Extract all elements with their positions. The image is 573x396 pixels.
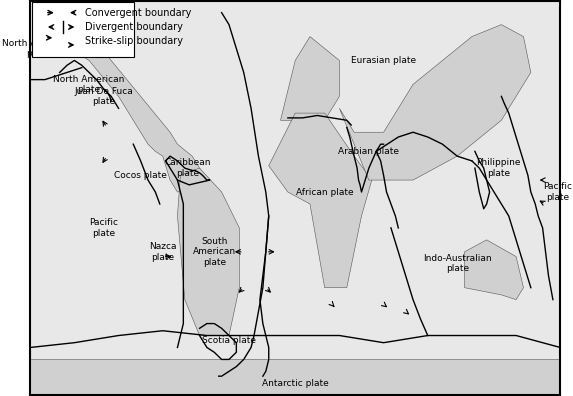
Text: Indo-Australian
plate: Indo-Australian plate [423, 254, 492, 274]
Text: Divergent boundary: Divergent boundary [85, 22, 183, 32]
Polygon shape [48, 32, 214, 192]
Text: North American
plate: North American plate [53, 75, 125, 94]
FancyBboxPatch shape [33, 2, 134, 57]
Polygon shape [465, 240, 524, 300]
Text: Pacific
plate: Pacific plate [543, 182, 572, 202]
Text: African plate: African plate [296, 188, 354, 196]
Text: Arabian plate: Arabian plate [339, 147, 399, 156]
Polygon shape [339, 25, 531, 180]
Text: Cocos plate: Cocos plate [114, 171, 167, 180]
Text: Scotia plate: Scotia plate [202, 336, 256, 345]
Text: Pacific
plate: Pacific plate [89, 218, 119, 238]
Text: South
American
plate: South American plate [193, 237, 236, 267]
Polygon shape [30, 360, 560, 395]
Text: Eurasian plate: Eurasian plate [351, 56, 416, 65]
Text: Antarctic plate: Antarctic plate [262, 379, 329, 388]
Polygon shape [281, 36, 339, 120]
Text: Strike-slip boundary: Strike-slip boundary [85, 36, 183, 46]
Text: Convergent boundary: Convergent boundary [85, 8, 191, 18]
Text: Caribbean
plate: Caribbean plate [164, 158, 211, 178]
Text: North American
plate: North American plate [2, 39, 73, 58]
Polygon shape [178, 168, 240, 335]
Text: Juan De Fuca
plate: Juan De Fuca plate [74, 87, 133, 106]
Polygon shape [269, 113, 372, 287]
Text: Philippine
plate: Philippine plate [476, 158, 521, 178]
Text: Nazca
plate: Nazca plate [149, 242, 176, 261]
